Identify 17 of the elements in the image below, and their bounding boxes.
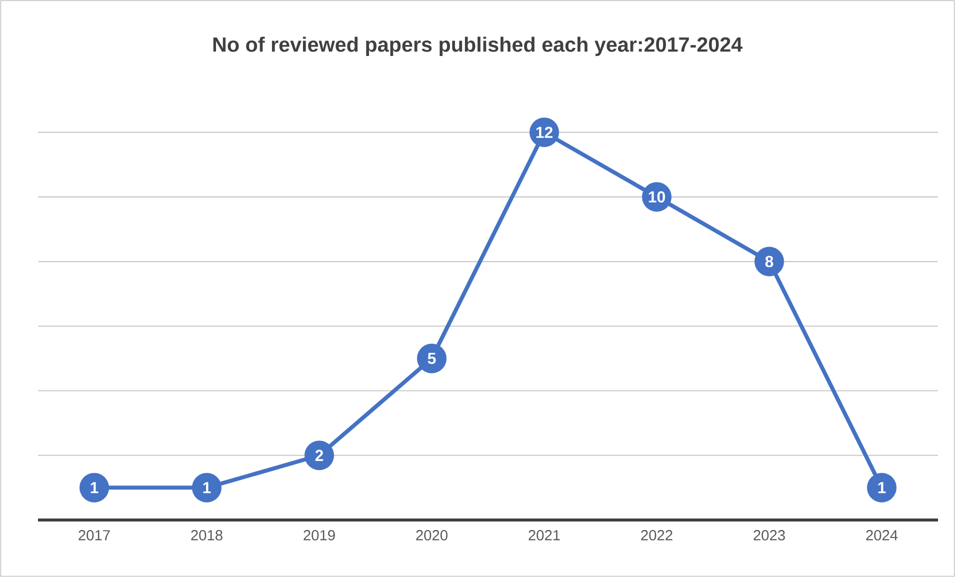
data-label: 12 <box>536 126 553 138</box>
x-tick-label: 2024 <box>866 530 898 540</box>
data-label: 1 <box>90 482 98 494</box>
data-label: 8 <box>765 256 774 268</box>
x-tick-label: 2020 <box>416 530 448 540</box>
data-label: 2 <box>315 450 324 461</box>
x-tick-label: 2019 <box>304 530 335 540</box>
x-tick-label: 2023 <box>754 530 785 540</box>
x-tick-label: 2022 <box>641 530 672 540</box>
data-label: 10 <box>648 191 665 203</box>
data-label: 1 <box>878 482 886 494</box>
chart-title: No of reviewed papers published each year:2017-2024 <box>213 36 742 56</box>
data-label: 5 <box>428 352 436 364</box>
data-label: 1 <box>203 482 211 494</box>
x-tick-label: 2017 <box>78 530 110 540</box>
x-tick-label: 2018 <box>191 530 222 540</box>
x-tick-label: 2021 <box>528 530 560 540</box>
